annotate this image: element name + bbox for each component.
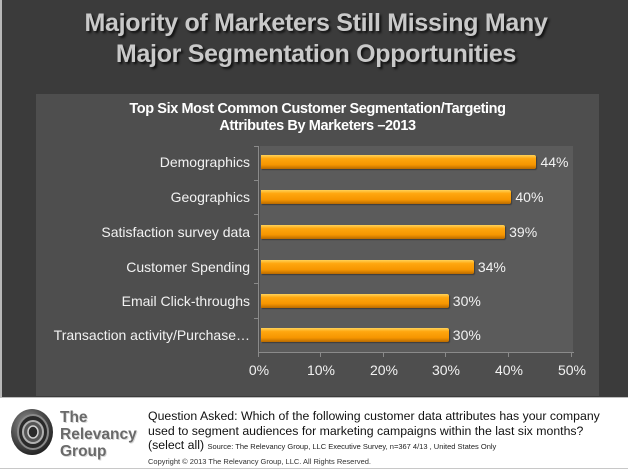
- logo-text-line3: Group: [60, 443, 107, 460]
- x-tick-label: 0%: [248, 362, 270, 378]
- y-tick: [254, 249, 259, 250]
- x-tick: [508, 352, 509, 357]
- x-tick-label: 40%: [494, 362, 524, 378]
- slide-title-line2: Major Segmentation Opportunities: [115, 40, 517, 68]
- y-tick: [254, 318, 259, 319]
- value-label: 30%: [452, 293, 481, 309]
- x-tick-label: 20%: [369, 362, 399, 378]
- value-label: 34%: [477, 259, 506, 275]
- footer-divider: [0, 468, 628, 469]
- x-tick: [320, 352, 321, 357]
- y-tick: [254, 214, 259, 215]
- category-label: Customer Spending: [126, 259, 250, 275]
- value-label: 44%: [540, 154, 569, 170]
- logo-text-line2: Relevancy: [60, 426, 137, 443]
- category-label: Email Click-throughs: [121, 293, 250, 309]
- plot-area: [260, 146, 573, 352]
- x-tick: [445, 352, 446, 357]
- bar: [261, 328, 449, 342]
- x-tick: [383, 352, 384, 357]
- relevancy-group-logo-icon: [11, 409, 53, 455]
- x-tick-label: 50%: [557, 362, 587, 378]
- copyright-text: Copyright © 2013 The Relevancy Group, LL…: [148, 457, 372, 466]
- x-axis-line: [258, 352, 574, 353]
- chart-panel: Top Six Most Common Customer Segmentatio…: [36, 94, 599, 396]
- value-label: 30%: [452, 327, 481, 343]
- category-label: Satisfaction survey data: [101, 224, 250, 240]
- y-tick: [254, 180, 259, 181]
- chart-title-line2: Attributes By Marketers –2013: [219, 118, 416, 134]
- x-tick-label: 10%: [306, 362, 336, 378]
- slide-title-line1: Majority of Marketers Still Missing Many: [84, 9, 548, 37]
- bar: [261, 190, 512, 204]
- bar: [261, 260, 474, 274]
- logo-text: The Relevancy Group: [60, 409, 137, 460]
- x-tick-label: 30%: [431, 362, 461, 378]
- x-tick: [571, 352, 572, 357]
- source-note: Source: The Relevancy Group, LLC Executi…: [207, 442, 497, 451]
- x-tick: [258, 352, 259, 357]
- y-axis-line: [258, 146, 259, 354]
- value-label: 39%: [509, 224, 538, 240]
- value-label: 40%: [515, 189, 544, 205]
- question-asked: Question Asked: Which of the following c…: [148, 409, 600, 452]
- y-tick: [254, 283, 259, 284]
- category-label: Demographics: [159, 154, 250, 170]
- logo-text-line1: The: [60, 409, 88, 426]
- y-tick: [254, 146, 259, 147]
- question-text: Question Asked: Which of the following c…: [148, 409, 623, 455]
- category-label: Transaction activity/Purchase…: [53, 327, 250, 343]
- bar: [261, 294, 449, 308]
- footer: The Relevancy Group Question Asked: Whic…: [0, 397, 628, 471]
- slide-title: Majority of Marketers Still Missing Many…: [2, 8, 628, 70]
- bar: [261, 225, 506, 239]
- bar: [261, 155, 537, 169]
- slide-background: Majority of Marketers Still Missing Many…: [0, 0, 628, 397]
- chart-title-line1: Top Six Most Common Customer Segmentatio…: [129, 101, 506, 117]
- category-label: Geographics: [170, 189, 250, 205]
- chart-title: Top Six Most Common Customer Segmentatio…: [36, 101, 599, 135]
